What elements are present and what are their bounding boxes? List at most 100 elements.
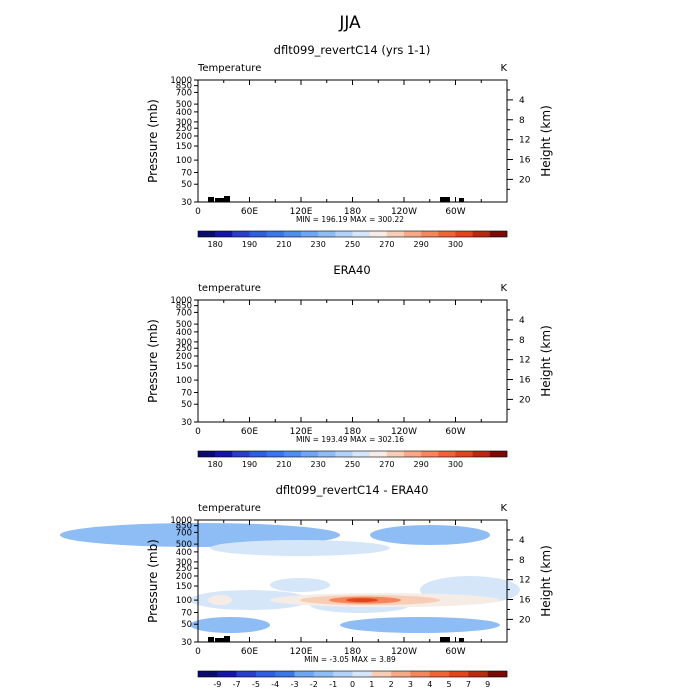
colorbar-swatch bbox=[318, 231, 336, 237]
variable-label: temperature bbox=[198, 283, 261, 294]
colorbar-label: 270 bbox=[379, 240, 394, 249]
colorbar-label: 5 bbox=[447, 680, 452, 689]
x-tick-label: 180 bbox=[344, 207, 361, 217]
y-tick-label: 400 bbox=[176, 548, 192, 558]
y2-tick-label: 12 bbox=[519, 136, 530, 146]
colorbar-swatch bbox=[335, 231, 353, 237]
warm-anomaly-west bbox=[208, 595, 232, 606]
y-tick-label: 300 bbox=[176, 118, 192, 128]
colorbar-label: 290 bbox=[414, 240, 429, 249]
x-tick-label: 120W bbox=[391, 207, 417, 217]
variable-label: Temperature bbox=[197, 63, 261, 74]
colorbar-swatch bbox=[198, 671, 218, 677]
y-tick-label: 400 bbox=[176, 328, 192, 338]
y-tick-label: 50 bbox=[181, 620, 192, 630]
x-tick-label: 60W bbox=[445, 427, 465, 437]
topography-mask bbox=[208, 196, 464, 202]
y-tick-label: 400 bbox=[176, 108, 192, 118]
colorbar-label: 9 bbox=[485, 680, 490, 689]
y-tick-label: 500 bbox=[176, 100, 192, 110]
unit-label: K bbox=[500, 283, 507, 294]
y-tick-label: 500 bbox=[176, 320, 192, 330]
min-max-readout: MIN = 193.49 MAX = 302.16 bbox=[296, 435, 404, 444]
colorbar-label: 270 bbox=[379, 460, 394, 469]
y-tick-label: 200 bbox=[176, 352, 192, 362]
colorbar-label: 190 bbox=[242, 460, 257, 469]
y-tick-label: 200 bbox=[176, 132, 192, 142]
x-tick-label: 120E bbox=[290, 427, 313, 437]
topography-block bbox=[208, 637, 214, 642]
colorbar-swatch bbox=[283, 231, 302, 237]
x-tick-label: 60E bbox=[241, 647, 258, 657]
colorbar-swatch bbox=[421, 231, 439, 237]
colorbar-swatch bbox=[369, 451, 388, 457]
colorbar-swatch bbox=[369, 231, 388, 237]
colorbar-label: -7 bbox=[233, 680, 241, 689]
x-tick-label: 60E bbox=[241, 427, 258, 437]
panel-title: dflt099_revertC14 (yrs 1-1) bbox=[274, 43, 431, 57]
colorbar-swatch bbox=[352, 671, 373, 677]
y2-tick-label: 20 bbox=[519, 615, 531, 625]
x-tick-label: 0 bbox=[195, 427, 201, 437]
colorbar-label: 210 bbox=[276, 240, 291, 249]
colorbar-swatch bbox=[455, 231, 473, 237]
colorbar-swatch bbox=[472, 231, 491, 237]
y-tick-label: 1000 bbox=[170, 296, 192, 306]
colorbar-swatch bbox=[468, 671, 488, 677]
x-axis: 0 60E 120E 180 120W 60W bbox=[195, 80, 508, 217]
colorbar-swatch bbox=[472, 451, 491, 457]
colorbar-label: 0 bbox=[350, 680, 355, 689]
x-tick-label: 120W bbox=[391, 647, 417, 657]
topography-block bbox=[440, 637, 450, 642]
colorbar-frame bbox=[197, 450, 508, 458]
anomaly-region bbox=[270, 578, 330, 592]
y-tick-label: 70 bbox=[181, 609, 192, 619]
y2-axis-title: Height (km) bbox=[539, 105, 553, 176]
colorbar-label: 4 bbox=[427, 680, 432, 689]
colorbar-swatch bbox=[404, 451, 422, 457]
colorbar-swatch bbox=[438, 451, 456, 457]
colorbar-swatch bbox=[487, 671, 508, 677]
anomaly-region bbox=[340, 617, 500, 633]
colorbar-swatch bbox=[198, 231, 216, 237]
colorbar-label: 300 bbox=[448, 240, 463, 249]
colorbar-swatch bbox=[249, 231, 267, 237]
y-tick-label: 850 bbox=[176, 82, 192, 92]
colorbar-swatch bbox=[335, 451, 353, 457]
y-axis-height: 20 16 12 8 4 Height (km) bbox=[507, 89, 553, 190]
y2-tick-label: 8 bbox=[519, 116, 525, 126]
colorbar-swatch bbox=[255, 671, 276, 677]
colorbar-swatch bbox=[275, 671, 295, 677]
colorbar-swatch bbox=[489, 451, 508, 457]
plot-frame bbox=[197, 299, 508, 423]
colorbar-swatch bbox=[301, 231, 319, 237]
y2-tick-label: 20 bbox=[519, 175, 531, 185]
colorbar-label: -5 bbox=[252, 680, 260, 689]
y-axis-height: 20 16 12 8 4 Height (km) bbox=[507, 309, 553, 410]
y-tick-label: 500 bbox=[176, 540, 192, 550]
y2-tick-label: 4 bbox=[519, 316, 525, 326]
y-tick-label: 200 bbox=[176, 572, 192, 582]
colorbar-swatch bbox=[352, 231, 370, 237]
y-tick-label: 700 bbox=[176, 88, 192, 98]
colorbar-label: -4 bbox=[271, 680, 279, 689]
colorbar-label: 1 bbox=[369, 680, 374, 689]
colorbar-label: 180 bbox=[208, 460, 223, 469]
y-tick-label: 1000 bbox=[170, 76, 192, 86]
colorbar-swatch bbox=[410, 671, 431, 677]
colorbar-swatch bbox=[449, 671, 469, 677]
colorbar-swatch bbox=[429, 671, 450, 677]
colorbar-label: -2 bbox=[310, 680, 318, 689]
y2-tick-label: 8 bbox=[519, 336, 525, 346]
colorbar-swatch bbox=[489, 231, 508, 237]
colorbar-label: 230 bbox=[311, 460, 326, 469]
y2-tick-label: 8 bbox=[519, 556, 525, 566]
y-tick-label: 250 bbox=[176, 344, 192, 354]
colorbar-swatch bbox=[198, 451, 216, 457]
anomaly-region bbox=[210, 540, 390, 556]
topography-block bbox=[224, 636, 230, 642]
season-title: JJA bbox=[338, 13, 361, 33]
x-tick-label: 0 bbox=[195, 647, 201, 657]
x-tick-label: 180 bbox=[344, 647, 361, 657]
topography-block bbox=[440, 197, 450, 202]
